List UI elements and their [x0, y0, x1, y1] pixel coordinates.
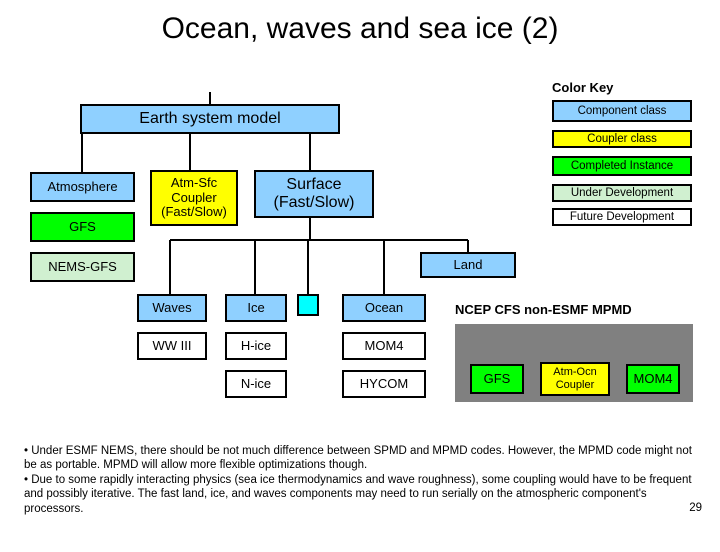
atm-sfc-coupler-box: Atm-SfcCoupler(Fast/Slow): [150, 170, 238, 226]
n-ice-box: N-ice: [225, 370, 287, 398]
hycom-box: HYCOM: [342, 370, 426, 398]
ncep-cfs-title: NCEP CFS non-ESMF MPMD: [455, 302, 632, 317]
color-key-item: Component class: [552, 100, 692, 122]
atm-ocn-coupler-box: Atm-OcnCoupler: [540, 362, 610, 396]
atmosphere-box: Atmosphere: [30, 172, 135, 202]
color-key-item: Coupler class: [552, 130, 692, 148]
small-cyan-box: [297, 294, 319, 316]
ocean-box: Ocean: [342, 294, 426, 322]
ww3-box: WW III: [137, 332, 207, 360]
surface-box: Surface(Fast/Slow): [254, 170, 374, 218]
bullet-notes: • Under ESMF NEMS, there should be not m…: [24, 444, 696, 516]
h-ice-box: H-ice: [225, 332, 287, 360]
earth-system-model-box: Earth system model: [80, 104, 340, 134]
gfs-box: GFS: [30, 212, 135, 242]
gfs-box-2: GFS: [470, 364, 524, 394]
mom4-box-2: MOM4: [626, 364, 680, 394]
page-title: Ocean, waves and sea ice (2): [0, 12, 720, 46]
color-key-item: Future Development: [552, 208, 692, 226]
color-key-item: Completed Instance: [552, 156, 692, 176]
land-box: Land: [420, 252, 516, 278]
color-key-header: Color Key: [552, 80, 613, 95]
page-number: 29: [689, 502, 702, 514]
waves-box: Waves: [137, 294, 207, 322]
color-key-item: Under Development: [552, 184, 692, 202]
mom4-box: MOM4: [342, 332, 426, 360]
ice-box: Ice: [225, 294, 287, 322]
nems-gfs-box: NEMS-GFS: [30, 252, 135, 282]
